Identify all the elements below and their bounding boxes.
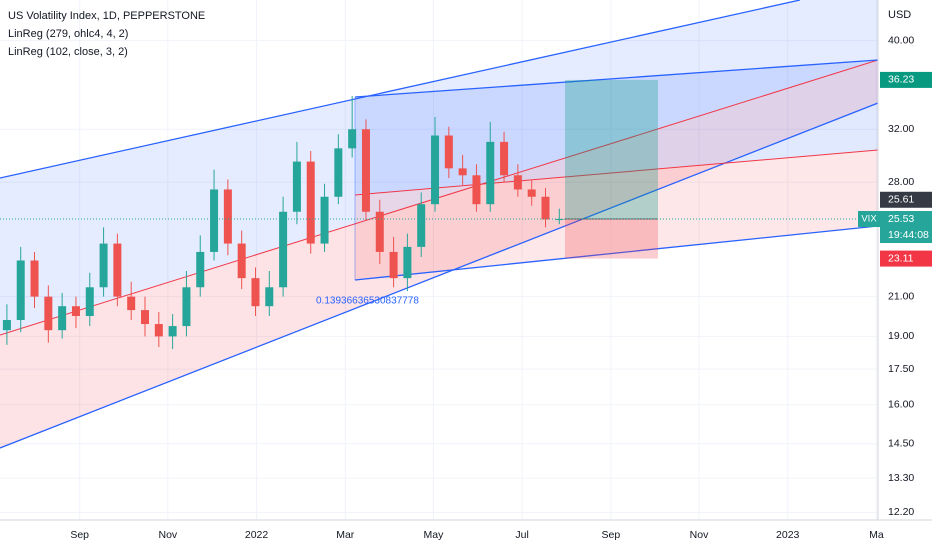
candle-body (44, 296, 53, 331)
x-tick-label: Nov (690, 529, 709, 541)
linreg-lower-fill (0, 60, 878, 448)
candle-body (458, 168, 467, 176)
candle-body (182, 287, 191, 327)
candle-body (237, 243, 246, 279)
chart-title: US Volatility Index, 1D, PEPPERSTONE (8, 10, 205, 22)
candle-body (279, 211, 288, 288)
candle-body (541, 196, 550, 220)
candle-body (320, 196, 329, 244)
candle-body (306, 161, 315, 244)
symbol-label: VIX (861, 214, 877, 225)
x-tick-label: Jul (515, 529, 528, 541)
symbol-box (858, 211, 880, 228)
y-tick-label: 40.00 (888, 34, 914, 46)
candle-body (210, 189, 219, 252)
candle-body (99, 243, 108, 288)
x-tick-label: Sep (601, 529, 620, 541)
candle-body (431, 135, 440, 205)
price-label: 25.53 (888, 213, 914, 225)
unit-label: USD (888, 9, 911, 21)
linreg2-mid (354, 149, 878, 196)
target-zone (565, 79, 658, 220)
y-tick-label: 21.00 (888, 290, 914, 302)
candle-body (58, 306, 67, 331)
candle-body (403, 246, 412, 279)
candle-body (292, 161, 301, 212)
level-label: 25.61 (888, 194, 914, 206)
x-tick-label: Nov (159, 529, 178, 541)
countdown: 19:44:08 (888, 229, 929, 241)
candle-body (113, 243, 122, 297)
x-tick-label: Ma (869, 529, 884, 541)
x-tick-label: Mar (336, 529, 355, 541)
candle-body (141, 310, 150, 325)
stop-label: 23.11 (888, 252, 914, 264)
y-tick-label: 14.50 (888, 438, 914, 450)
candle-body (472, 175, 481, 205)
candle-body (265, 287, 274, 307)
candle-body (444, 135, 453, 169)
linreg-upper (0, 0, 801, 179)
candle-body (417, 204, 426, 247)
candle-body (71, 306, 80, 317)
linreg2-lower-fill (355, 150, 878, 280)
candle-body (389, 251, 398, 279)
y-tick-label: 28.00 (888, 176, 914, 188)
candle-body (2, 320, 11, 331)
y-tick-label: 32.00 (888, 123, 914, 135)
stop-zone (565, 219, 658, 259)
y-tick-label: 13.30 (888, 472, 914, 484)
candle-body (85, 287, 94, 317)
candle-body (168, 326, 177, 337)
linreg-lower (0, 102, 878, 449)
y-tick-label: 19.00 (888, 330, 914, 342)
x-tick-label: Sep (70, 529, 89, 541)
price-label-box (880, 211, 932, 244)
candle-body (361, 129, 370, 212)
candle-body (555, 219, 564, 221)
target-label-box (880, 71, 932, 88)
candle-body (16, 260, 25, 321)
target-label: 36.23 (888, 74, 914, 86)
indicator-label: LinReg (279, ohlc4, 4, 2) (8, 28, 128, 40)
linreg2-upper (354, 59, 878, 98)
candle-body (500, 141, 509, 176)
candle-body (527, 189, 536, 197)
candle-body (334, 148, 343, 197)
linreg2-lower (354, 225, 878, 281)
candle-body (375, 211, 384, 252)
x-tick-label: May (424, 529, 445, 541)
y-tick-label: 12.20 (888, 506, 914, 518)
candle-body (223, 189, 232, 244)
x-tick-label: 2023 (776, 529, 800, 541)
candle-body (251, 278, 260, 307)
annotation: 0.13936636530837778 (316, 296, 419, 307)
candle-body (30, 260, 39, 297)
candle-body (127, 296, 136, 311)
stop-label-box (880, 250, 932, 267)
candle-body (513, 175, 522, 190)
x-tick-label: 2022 (245, 529, 269, 541)
y-tick-label: 17.50 (888, 363, 914, 375)
candle-body (486, 141, 495, 205)
indicator-label: LinReg (102, close, 3, 2) (8, 46, 128, 58)
candle-body (196, 251, 205, 288)
candle-body (154, 324, 163, 337)
candle-body (348, 129, 357, 149)
level-label-box (880, 191, 932, 208)
y-tick-label: 16.00 (888, 398, 914, 410)
